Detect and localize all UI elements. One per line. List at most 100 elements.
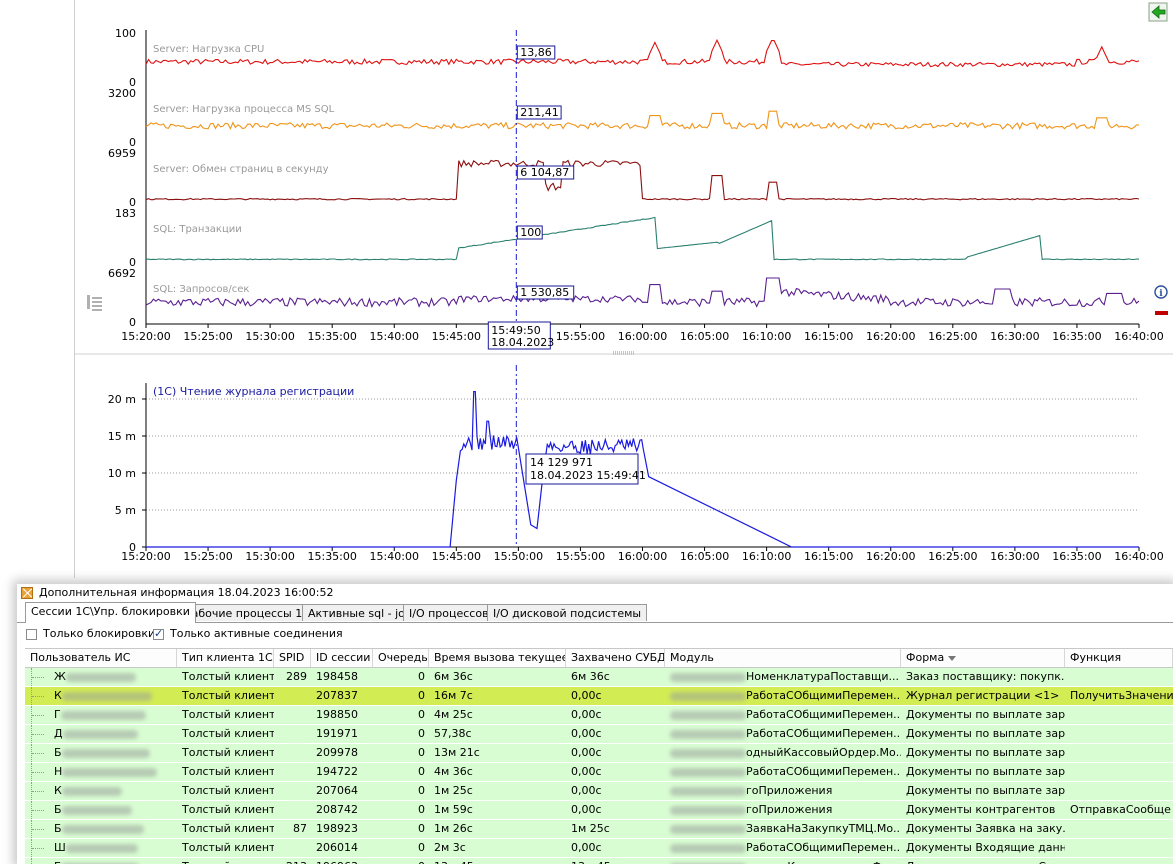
series-ymin-label: 0: [129, 136, 136, 149]
tree-connector: [31, 744, 46, 762]
tab-work-processes[interactable]: Рабочие процессы 1С: [179, 604, 316, 621]
cell-queue: 0: [373, 858, 429, 864]
table-row[interactable]: ЕТолстый клиент213196963013м 45с13м 45сг…: [25, 858, 1173, 864]
column-header[interactable]: SPID: [274, 649, 311, 667]
cell-module: гоПриложения: [665, 782, 901, 800]
cell-spid: [274, 782, 311, 800]
cursor-value-box: [516, 285, 575, 300]
cell-call-time: 1м 25с: [434, 784, 473, 797]
column-header[interactable]: Время вызова текущее: [429, 649, 566, 667]
column-header[interactable]: Очередь: [373, 649, 429, 667]
cell-user: К: [25, 782, 177, 800]
series-ymax-label: 100: [115, 27, 136, 40]
redacted-module-prefix: [670, 767, 746, 777]
cell-client: Толстый клиент: [182, 708, 274, 721]
column-header[interactable]: Функция: [1065, 649, 1173, 667]
cell-form: Документы по выплате зар...: [906, 727, 1065, 740]
redacted-module-prefix: [670, 862, 746, 864]
only-active-connections-checkbox[interactable]: [153, 627, 164, 640]
collapse-icon[interactable]: [1155, 311, 1168, 315]
only-locks-checkbox[interactable]: [26, 629, 37, 640]
column-header[interactable]: Пользователь ИС: [25, 649, 177, 667]
module-name: РаботаСОбщимиПеремен...: [746, 689, 901, 702]
series-line: [145, 38, 1140, 68]
module-name: гоПриложения: [746, 803, 833, 816]
upper-x-tick-label: 15:40:00: [370, 330, 419, 343]
redacted-module-prefix: [670, 672, 746, 682]
lower-x-tick-label: 16:05:00: [680, 550, 729, 563]
user-initial: Ж: [54, 670, 66, 683]
module-name: НоменклатураПоставщи...: [746, 670, 899, 683]
cell-queue: 0: [418, 670, 425, 683]
lower-x-tick-label: 16:30:00: [990, 550, 1039, 563]
table-row[interactable]: Ш Толстый клиент 206014 0 2м 3с 0,00с РаботаСО…: [25, 839, 1173, 858]
cell-func: [1065, 858, 1173, 864]
series-name-label: SQL: Транзакции: [153, 224, 242, 235]
cell-client: Толстый клиент: [182, 803, 274, 816]
redacted-user-name: [60, 862, 139, 864]
cell-user: Г: [25, 706, 177, 724]
cell-func: ПолучитьЗначени: [1070, 689, 1173, 702]
cell-session: 208742: [316, 803, 358, 816]
tab-io-disk[interactable]: I/O дисковой подсистемы: [487, 604, 648, 621]
lower-x-tick-label: 16:40:00: [1114, 550, 1163, 563]
redacted-user-name: [65, 672, 136, 682]
svg-text:i: i: [1159, 289, 1163, 299]
tab-sessions-locks[interactable]: Сессии 1С\Упр. блокировки: [25, 602, 196, 623]
table-row[interactable]: Б Толстый клиент 209978 0 13м 21с 0,00с одныйК…: [25, 744, 1173, 763]
back-arrow-button[interactable]: [1148, 2, 1168, 22]
tree-connector: [31, 820, 46, 838]
column-header[interactable]: Модуль: [665, 649, 901, 667]
series-band: 183 0 SQL: Транзакции 100: [115, 207, 1140, 269]
lower-series-line: [146, 391, 1139, 548]
series-band: 100 0 Server: Нагрузка CPU 13,86: [115, 27, 1140, 89]
column-header[interactable]: Форма: [901, 649, 1065, 667]
cell-session: 194722: [316, 765, 358, 778]
module-name: ЗаявкаНаЗакупкуТМЦ.Мо...: [746, 822, 901, 835]
table-row[interactable]: Ж Толстый клиент 289 198458 0 6м 36с 6м 36с Ном…: [25, 668, 1173, 687]
table-header: Пользователь ИС Тип клиента 1С SPID ID сесс…: [25, 648, 1173, 668]
cell-queue: 0: [418, 746, 425, 759]
sort-list-icon[interactable]: [87, 295, 102, 311]
tab-io-processes[interactable]: I/O процессов: [403, 604, 495, 621]
cell-module: гоПриложения: [665, 801, 901, 819]
column-header[interactable]: ID сессии: [311, 649, 373, 667]
table-row[interactable]: Г Толстый клиент 198850 0 4м 25с 0,00с РаботаС…: [25, 706, 1173, 725]
info-icon[interactable]: i: [1154, 285, 1168, 299]
upper-x-tick-label: 15:30:00: [245, 330, 294, 343]
cell-dbms: 13м 45с: [566, 858, 665, 864]
redacted-module-prefix: [670, 710, 746, 720]
cell-dbms: 0,00с: [571, 803, 602, 816]
cell-spid: [274, 744, 311, 762]
splitter-grip[interactable]: [613, 351, 635, 355]
table-row[interactable]: К Толстый клиент 207837 0 16м 7с 0,00с РаботаС…: [25, 687, 1173, 706]
cell-form: Документы контрагентов: [906, 803, 1056, 816]
user-initial: Е: [54, 860, 61, 864]
column-header[interactable]: Захвачено СУБД: [566, 649, 665, 667]
cell-form: Документы по выплате зар...: [906, 765, 1065, 778]
upper-x-tick-label: 16:15:00: [804, 330, 853, 343]
series-name-label: Server: Обмен страниц в секунду: [153, 164, 329, 175]
cell-dbms: 0,00с: [571, 689, 602, 702]
module-name: РаботаСОбщимиПеремен...: [746, 708, 901, 721]
table-row[interactable]: Б Толстый клиент 208742 0 1м 59с 0,00с гоПрило…: [25, 801, 1173, 820]
table-row[interactable]: Б Толстый клиент 87 198923 0 1м 26с 1м 25с Заяв…: [25, 820, 1173, 839]
sort-desc-icon: [948, 655, 957, 661]
tab-active-sql-job[interactable]: Активные sql - job: [302, 604, 418, 621]
cell-call-time: 4м 36с: [434, 765, 473, 778]
table-row[interactable]: К Толстый клиент 207064 0 1м 25с 0,00с гоПрило…: [25, 782, 1173, 801]
cell-dbms: 0,00с: [571, 746, 602, 759]
lower-x-tick-label: 15:35:00: [307, 550, 356, 563]
series-ymax-label: 6959: [108, 147, 136, 160]
cell-user: Н: [25, 763, 177, 781]
tree-connector: [31, 782, 46, 800]
only-active-connections-label[interactable]: Только активные соединения: [170, 627, 343, 640]
column-header[interactable]: Тип клиента 1С: [177, 649, 274, 667]
cell-call-time: 6м 36с: [434, 670, 473, 683]
only-locks-label[interactable]: Только блокировки: [43, 627, 156, 640]
table-row[interactable]: Д Толстый клиент 191971 0 57,38с 0,00с РаботаС…: [25, 725, 1173, 744]
table-row[interactable]: Н Толстый клиент 194722 0 4м 36с 0,00с РаботаС…: [25, 763, 1173, 782]
cursor-value-box: [516, 105, 562, 120]
cell-func: [1065, 744, 1173, 762]
cell-queue: 0: [418, 803, 425, 816]
